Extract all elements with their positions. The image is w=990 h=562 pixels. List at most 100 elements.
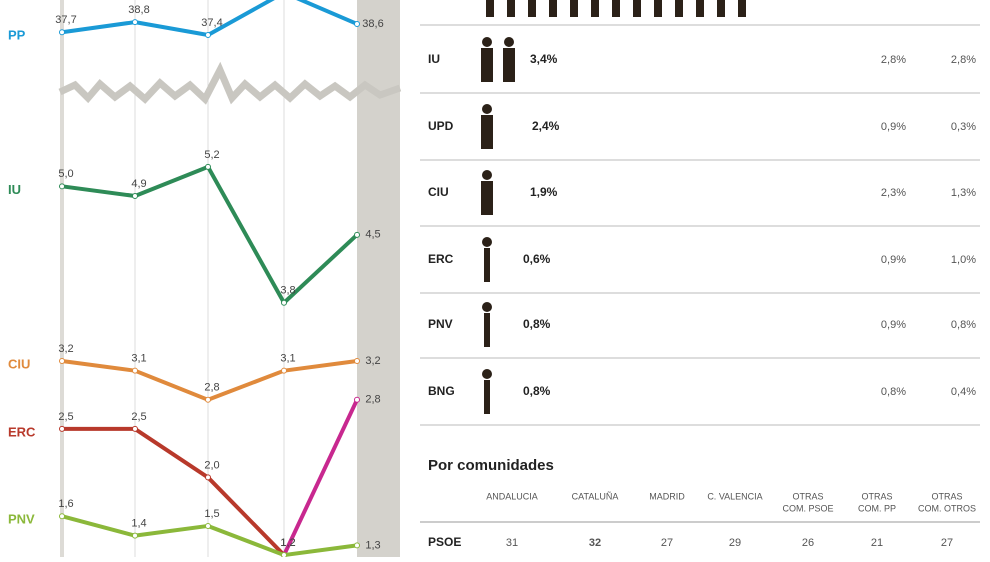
person-icon: [482, 302, 492, 312]
person-icon: [482, 369, 492, 379]
series-line: [282, 398, 359, 556]
person-icon: [482, 104, 492, 114]
percent-col: 0,9%: [881, 254, 906, 266]
person-icon: [481, 48, 493, 82]
person-icon: [503, 48, 515, 82]
series-line: [61, 359, 358, 402]
point: [205, 522, 211, 529]
point: [205, 474, 211, 481]
party-percent: 3,4%: [530, 52, 558, 66]
party-name: BNG: [428, 384, 455, 398]
percent-col: 2,3%: [881, 187, 906, 199]
person-icon: [484, 313, 490, 347]
column-header: COM. OTROS: [918, 503, 976, 513]
data-label: 3,2: [58, 343, 73, 355]
point: [59, 425, 65, 432]
data-label: 1,3: [365, 539, 380, 551]
point: [132, 193, 138, 200]
data-label: 3,8: [280, 285, 295, 297]
data-label: 1,2: [280, 537, 295, 549]
point: [59, 357, 65, 364]
person-icon: [484, 248, 490, 282]
point: [354, 20, 360, 27]
percent-col: 0,8%: [881, 386, 906, 398]
point: [354, 357, 360, 364]
data-label: 37,7: [55, 14, 76, 26]
party-name: ERC: [428, 252, 454, 266]
point: [281, 552, 287, 557]
data-label: 5,2: [204, 149, 219, 161]
percent-col: 0,4%: [951, 386, 976, 398]
point: [132, 532, 138, 539]
person-icon: [481, 181, 493, 215]
data-label: 2,8: [204, 382, 219, 394]
data-label: 4,5: [365, 229, 380, 241]
person-icon: [484, 380, 490, 414]
column-header: COM. PP: [858, 503, 896, 513]
party-percent: 1,9%: [530, 185, 558, 199]
cell: 27: [941, 537, 953, 549]
column-header: OTRAS: [792, 491, 823, 501]
person-icon: [504, 37, 514, 47]
point: [132, 425, 138, 432]
cell: 29: [729, 537, 741, 549]
cell: 32: [589, 537, 601, 549]
data-label: 2,5: [131, 411, 146, 423]
party-percent: 0,6%: [523, 252, 551, 266]
icon-strip: [486, 0, 746, 17]
axis-band: [60, 0, 64, 557]
legend-label: PP: [8, 28, 26, 43]
data-label: 1,6: [58, 498, 73, 510]
party-percent: 0,8%: [523, 317, 551, 331]
person-icon: [482, 237, 492, 247]
point: [281, 367, 287, 374]
point: [354, 396, 360, 403]
data-label: 38,6: [362, 18, 383, 30]
column-header: OTRAS: [931, 491, 962, 501]
data-label: 4,9: [131, 178, 146, 190]
party-name: CIU: [428, 185, 449, 199]
party-percent: 0,8%: [523, 384, 551, 398]
percent-col: 0,9%: [881, 121, 906, 133]
percent-col: 0,9%: [881, 319, 906, 331]
section-title: Por comunidades: [428, 457, 554, 474]
data-label: 37,4: [201, 17, 222, 29]
point: [59, 513, 65, 520]
percent-col: 2,8%: [951, 54, 976, 66]
percent-col: 1,0%: [951, 254, 976, 266]
column-header: OTRAS: [861, 491, 892, 501]
data-label: 3,2: [365, 355, 380, 367]
legend-label: CIU: [8, 356, 30, 371]
column-header: ANDALUCIA: [486, 491, 538, 501]
cell: 21: [871, 537, 883, 549]
data-label: 1,4: [131, 518, 146, 530]
percent-col: 2,8%: [881, 54, 906, 66]
point: [132, 19, 138, 26]
cell: 31: [506, 537, 518, 549]
cell: 26: [802, 537, 814, 549]
party-name: IU: [428, 52, 440, 66]
data-label: 2,0: [204, 459, 219, 471]
point: [59, 29, 65, 36]
column-header: C. VALENCIA: [707, 491, 762, 501]
party-name: UPD: [428, 119, 454, 133]
percent-col: 1,3%: [951, 187, 976, 199]
point: [354, 542, 360, 549]
series-line: [62, 426, 286, 557]
data-label: 1,5: [204, 508, 219, 520]
data-label: 38,8: [128, 4, 149, 16]
row-name: PSOE: [428, 535, 461, 549]
data-label: 3,1: [280, 353, 295, 365]
point: [205, 396, 211, 403]
point: [205, 163, 211, 170]
data-label: 3,1: [131, 353, 146, 365]
data-label: 2,5: [58, 411, 73, 423]
cell: 27: [661, 537, 673, 549]
person-icon: [482, 170, 492, 180]
party-percent: 2,4%: [532, 119, 560, 133]
point: [354, 231, 360, 238]
point: [59, 183, 65, 190]
point: [205, 32, 211, 38]
data-label: 5,0: [58, 168, 73, 180]
series-line: [61, 514, 358, 557]
